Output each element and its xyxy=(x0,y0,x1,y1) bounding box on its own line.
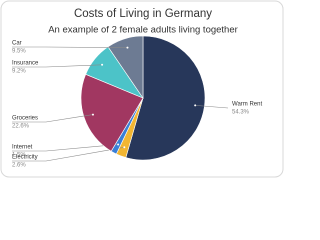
slice-label: Groceries xyxy=(12,116,38,122)
slice-value-label: 2.6% xyxy=(12,163,26,169)
leader-dot xyxy=(101,63,104,66)
pie-slice xyxy=(107,35,144,99)
slice-value-label: 22.6% xyxy=(12,124,30,130)
slice-label: Electricity xyxy=(12,155,38,161)
chart-title: Costs of Living in Germany xyxy=(74,8,212,20)
slice-value-label: 9.5% xyxy=(12,49,26,55)
leader-line xyxy=(12,46,128,48)
leader-line xyxy=(195,105,229,109)
pie-slice xyxy=(125,35,206,161)
leader-line xyxy=(12,144,119,152)
chart: Costs of Living in Germany An example of… xyxy=(0,0,284,178)
slice-value-label: 54.3% xyxy=(232,110,250,116)
leader-dot xyxy=(194,104,197,107)
slice-label: Internet xyxy=(12,145,33,151)
leader-dot xyxy=(123,146,126,149)
slice-label: Warm Rent xyxy=(232,102,262,108)
leader-dot xyxy=(126,46,129,49)
chart-subtitle: An example of 2 female adults living tog… xyxy=(48,25,238,36)
leader-dot xyxy=(117,143,120,146)
pie-slice xyxy=(80,73,144,152)
leader-dot xyxy=(91,113,94,116)
slice-value-label: 1.5% xyxy=(12,153,26,159)
leader-line xyxy=(12,146,125,162)
slice-label: Insurance xyxy=(12,61,39,67)
slice-label: Car xyxy=(12,41,22,47)
slice-value-label: 9.2% xyxy=(12,69,26,75)
leader-line xyxy=(12,64,103,68)
leader-line xyxy=(12,114,94,123)
